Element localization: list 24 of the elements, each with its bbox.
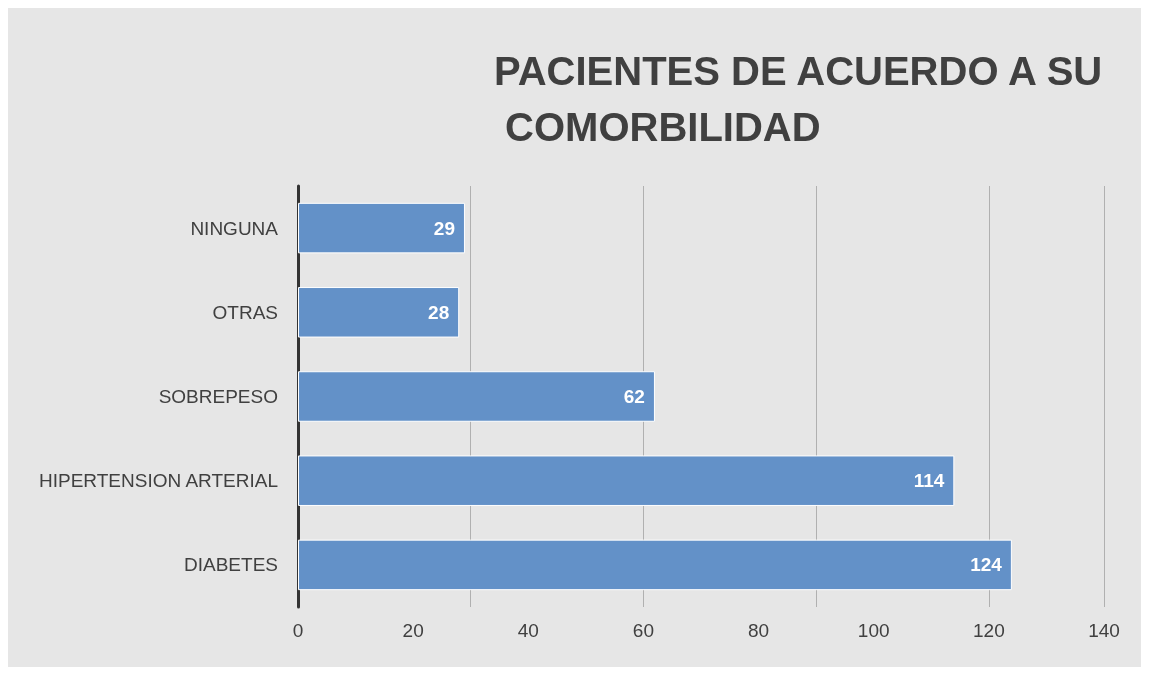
y-tick-label: SOBREPESO [158,386,278,407]
chart-title: PACIENTES DE ACUERDO A SU COMORBILIDAD [494,49,1103,149]
x-tick-label: 20 [402,620,424,641]
data-label: 114 [913,470,945,492]
y-tick-label: OTRAS [212,301,278,323]
bar [298,287,460,338]
x-tick-label: 60 [632,620,654,641]
x-tick-label: 80 [748,620,770,641]
x-tick-label: 140 [1088,620,1120,641]
bar [298,539,1012,591]
data-label: 62 [623,386,645,407]
bar [298,202,465,254]
data-label: 124 [970,554,1003,576]
x-tick-label: 40 [517,620,539,641]
bar [298,455,955,506]
x-tick-label: 100 [857,620,890,641]
data-label: 28 [428,301,450,323]
data-label: 29 [433,217,455,239]
y-tick-label: NINGUNA [190,217,279,239]
x-tick-label: 0 [292,620,304,641]
y-tick-label: DIABETES [184,554,278,576]
x-tick-label: 120 [973,620,1005,641]
bar [298,371,655,422]
y-tick-label: HIPERTENSION ARTERIAL [39,470,278,492]
